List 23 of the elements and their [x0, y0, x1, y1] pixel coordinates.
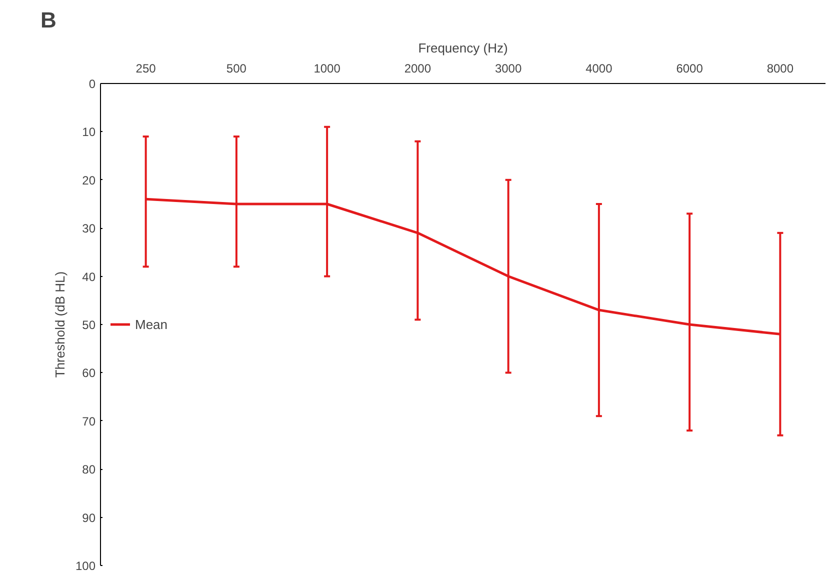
y-tick-label: 90 — [82, 510, 96, 525]
x-tick-label: 1000 — [314, 62, 341, 76]
y-tick-label: 50 — [82, 318, 96, 332]
x-tick-label: 3000 — [494, 62, 522, 76]
y-tick-label: 100 — [75, 559, 96, 573]
x-tick-label: 500 — [226, 62, 247, 76]
y-tick-label: 60 — [82, 366, 96, 380]
y-tick-label: 30 — [82, 222, 96, 236]
y-tick-label: 80 — [82, 462, 96, 477]
y-tick-label: 70 — [82, 414, 96, 428]
x-axis-title: Frequency (Hz) — [418, 40, 508, 56]
legend-label: Mean — [135, 316, 168, 332]
y-tick-label: 10 — [82, 125, 96, 140]
y-tick-label: 20 — [82, 173, 96, 188]
x-tick-label: 8000 — [766, 62, 794, 76]
y-tick-label: 40 — [82, 270, 96, 284]
x-tick-label: 2000 — [404, 62, 432, 76]
text: B — [40, 8, 56, 32]
y-tick-label: 0 — [88, 77, 96, 91]
x-tick-label: 4000 — [586, 62, 613, 76]
y-axis-title: Threshold (dB HL) — [52, 271, 68, 378]
x-tick-label: 250 — [136, 62, 156, 76]
x-tick-label: 6000 — [676, 62, 704, 76]
